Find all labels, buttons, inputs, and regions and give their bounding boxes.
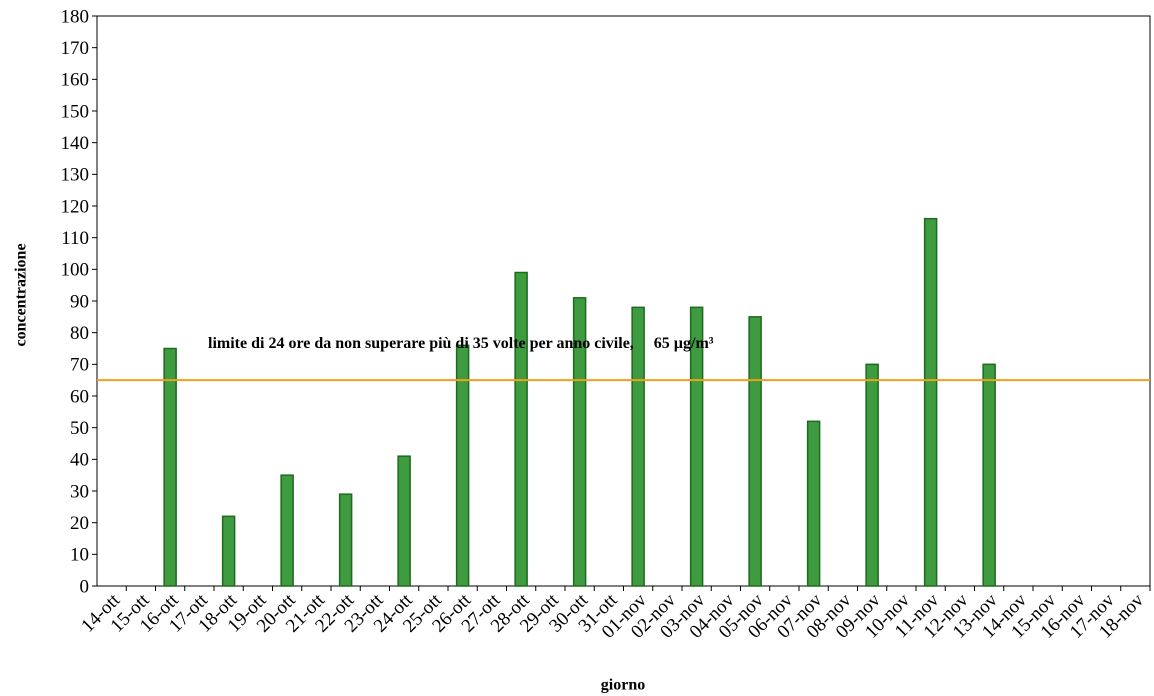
y-tick-label: 140 [61,133,90,154]
bar [514,271,528,587]
y-tick-label: 20 [70,513,89,534]
bar [806,420,821,587]
y-tick-label: 160 [61,70,90,91]
y-tick-label: 60 [70,386,89,407]
bar [748,316,762,587]
bar [280,474,294,587]
y-tick-label: 70 [70,355,89,376]
bar [982,363,996,587]
bar [397,455,411,587]
y-tick-label: 80 [70,323,89,344]
y-tick-label: 90 [70,291,89,312]
y-tick-label: 30 [70,481,89,502]
y-axis-label: concentrazione [13,243,30,346]
y-tick-label: 180 [61,6,90,27]
bar [221,515,236,587]
bar [163,347,177,587]
y-tick-label: 50 [70,418,89,439]
y-tick-label: 0 [80,576,90,597]
y-tick-label: 110 [61,228,89,249]
bar [455,344,470,587]
y-tick-label: 10 [70,545,89,566]
x-axis-label: giorno [601,677,645,694]
bar [631,306,645,587]
limit-label: limite di 24 ore da non superare più di … [208,335,714,352]
y-tick-label: 100 [61,260,90,281]
y-tick-label: 170 [61,38,90,59]
bar [865,363,879,587]
bar [572,297,587,587]
bar [689,306,704,587]
y-tick-label: 120 [61,196,90,217]
bar [338,493,353,587]
y-tick-label: 150 [61,101,90,122]
y-tick-label: 130 [61,165,90,186]
y-tick-label: 40 [70,450,89,471]
bar [923,217,938,587]
